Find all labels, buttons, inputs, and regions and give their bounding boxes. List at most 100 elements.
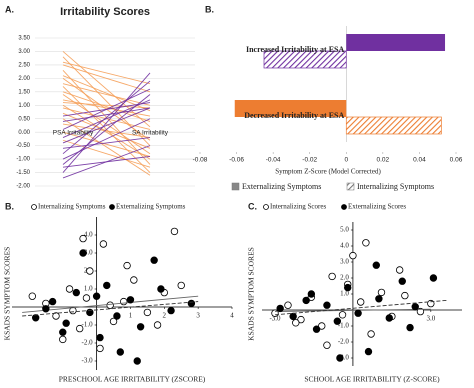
scatter-point (143, 308, 152, 317)
scatter-point (113, 312, 121, 320)
panel-label: B. (5, 201, 14, 211)
scatter-point (123, 261, 131, 270)
legend-marker (263, 204, 269, 210)
x-tick-label: -0.08 (193, 157, 208, 164)
scatter-point (153, 321, 162, 329)
y-tick-label: 1.0 (84, 285, 93, 293)
y-tick-label: 0.50 (18, 116, 30, 122)
scatter-point (323, 301, 331, 309)
scatter-point (52, 312, 60, 320)
scatter-point (284, 301, 292, 309)
slope-line (62, 131, 151, 157)
y-axis-label: KSADS SYMPTOM SCORES (3, 247, 12, 341)
slope-line (62, 155, 151, 168)
slope-line (62, 72, 151, 173)
x-tick-label: 0.04 (413, 157, 426, 164)
category-label: SA Irritability (132, 130, 169, 137)
x-axis-label: Symptom Z-Score (Model Corrected) (275, 168, 381, 176)
slope-line (62, 83, 151, 106)
y-tick-label: 1.50 (18, 89, 30, 95)
scatter-point (119, 297, 128, 306)
panel-label: A. (5, 4, 14, 14)
scatter-point (75, 324, 84, 333)
y-tick-label: -1.0 (338, 322, 350, 330)
scatter-point (62, 319, 70, 327)
slope-line (62, 64, 151, 93)
scatter-point (150, 256, 158, 264)
x-tick-label: 0.02 (377, 157, 390, 164)
x-tick-label: 3.0 (426, 315, 435, 323)
scatter-point (336, 354, 344, 362)
slope-line (62, 102, 151, 109)
y-tick-label: -2.00 (16, 184, 30, 190)
scatter-point (354, 309, 362, 317)
scatter-point (307, 290, 316, 298)
y-tick-label: -1.00 (16, 157, 30, 163)
scatter-point (177, 281, 185, 290)
x-tick-label: 0 (344, 157, 348, 164)
scatter-point (96, 344, 104, 353)
bar (346, 34, 446, 51)
x-axis-label: PRESCHOOL AGE IRRITABILITY (ZSCORE) (59, 375, 206, 384)
y-tick-label: -3.0 (82, 357, 94, 365)
slope-line (62, 139, 151, 168)
scatter-point (297, 315, 305, 324)
scatter-point (103, 281, 111, 290)
scatter-point (116, 348, 125, 356)
scatter-point (416, 307, 425, 316)
slope-line (62, 102, 151, 117)
bar (234, 100, 347, 117)
legend-label: Externalizing Symptoms (242, 182, 321, 191)
slope-line (62, 118, 151, 176)
legend-marker (109, 204, 115, 210)
scatter-point (395, 266, 404, 274)
scatter-point (375, 295, 383, 303)
x-tick-label: -0.06 (229, 157, 244, 164)
y-tick-label: 5.0 (340, 226, 349, 234)
legend-marker (341, 204, 347, 210)
y-tick-label: 4.0 (84, 231, 93, 239)
legend-swatch (346, 182, 355, 191)
scatter-point (187, 299, 196, 308)
legend-label: Externalizing Scores (348, 203, 406, 211)
y-tick-label: -2.0 (82, 339, 94, 347)
slope-line (62, 137, 151, 149)
legend-swatch (231, 182, 240, 191)
x-tick-label: 0.06 (450, 157, 463, 164)
bar (345, 116, 442, 135)
slope-line (62, 107, 151, 144)
scatter-point (292, 319, 300, 327)
scatter-point (401, 291, 409, 300)
scatter-point (79, 249, 87, 257)
scatter-point (398, 277, 406, 285)
scatter-point (328, 272, 336, 281)
scatter-point (333, 317, 342, 325)
scatter-point (126, 296, 135, 304)
trend-line (274, 308, 431, 313)
y-tick-label: -3.0 (338, 354, 350, 362)
scatter-point (167, 306, 175, 315)
slope-line (62, 107, 151, 122)
scatter-point (133, 357, 141, 365)
trend-line (22, 301, 199, 317)
y-tick-label: 3.00 (18, 49, 30, 55)
scatter-point (362, 239, 370, 247)
x-tick-label: -3.0 (269, 315, 281, 323)
y-tick-label: 2.00 (18, 76, 30, 82)
scatter-point (338, 311, 347, 319)
scatter-point (106, 301, 114, 309)
y-tick-label: 0.00 (18, 130, 30, 136)
scatter-point (377, 288, 386, 297)
y-tick-label: -2.0 (338, 338, 350, 346)
scatter-point (302, 296, 310, 305)
panel-label: B. (205, 4, 214, 14)
scatter-point (411, 303, 419, 311)
scatter-point (312, 325, 321, 333)
scatter-point (364, 347, 373, 356)
scatter-point (99, 240, 108, 248)
y-tick-label: -1.0 (82, 321, 94, 329)
x-tick-label: 1 (129, 312, 133, 320)
y-tick-label: 3.0 (84, 249, 93, 257)
legend-label: Internalizing Scores (270, 203, 326, 211)
